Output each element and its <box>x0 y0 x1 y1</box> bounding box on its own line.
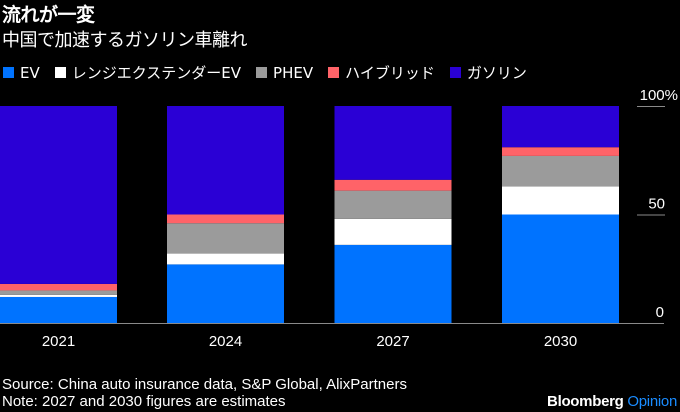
bar-segment-2030-3 <box>502 147 619 156</box>
legend-label: EV <box>20 63 40 82</box>
bar-segment-2030-1 <box>502 186 619 215</box>
legend-item: PHEV <box>256 64 313 82</box>
y-tick-label: 0 <box>656 304 664 321</box>
brand-logo: Bloomberg Opinion <box>547 393 677 410</box>
legend-swatch <box>3 67 14 78</box>
bar-segment-2027-1 <box>334 218 452 245</box>
y-tick-label: 50 <box>648 196 665 213</box>
x-tick-label: 2021 <box>42 333 75 350</box>
bar-segment-2021-2 <box>0 290 117 295</box>
legend-swatch <box>256 67 268 78</box>
bar-segment-2027-3 <box>334 179 452 191</box>
bar-segment-2024-4 <box>167 106 284 215</box>
legend-label: ガソリン <box>466 64 527 82</box>
bar-segment-2024-3 <box>167 214 284 224</box>
bar-segment-2027-0 <box>334 244 452 323</box>
legend-label: レンジエクステンダーEV <box>71 64 242 82</box>
bar-segment-2021-4 <box>0 106 117 284</box>
legend-swatch <box>449 67 461 78</box>
bar-segment-2021-0 <box>0 296 117 323</box>
legend-item: ガソリン <box>449 62 527 83</box>
legend-item: レンジエクステンダーEV <box>54 62 242 83</box>
chart-title: 流れが一変 <box>2 4 95 26</box>
footer: Source: China auto insurance data, S&P G… <box>2 376 407 410</box>
legend-item: ハイブリッド <box>328 62 435 83</box>
x-tick-label: 2024 <box>209 333 242 350</box>
x-tick-label: 2027 <box>376 333 409 350</box>
legend-label: PHEV <box>273 63 314 82</box>
chart-subtitle: 中国で加速するガソリン車離れ <box>2 30 248 51</box>
bar-segment-2027-4 <box>334 106 452 180</box>
legend-label: ハイブリッド <box>345 64 435 82</box>
bar-segment-2027-2 <box>334 190 452 219</box>
brand-suffix: Opinion <box>627 393 677 410</box>
bar-segment-2021-3 <box>0 283 117 291</box>
bar-segment-2030-2 <box>502 155 619 187</box>
legend-item: EV <box>3 64 40 82</box>
bar-segment-2024-1 <box>167 253 284 265</box>
source-note: Source: China auto insurance data, S&P G… <box>2 376 407 393</box>
bar-segment-2024-2 <box>167 223 284 254</box>
legend-swatch <box>54 67 66 78</box>
bar-segment-2030-0 <box>502 214 619 323</box>
x-tick-label: 2030 <box>544 333 577 350</box>
estimate-note: Note: 2027 and 2030 figures are estimate… <box>2 393 286 410</box>
bar-segment-2021-1 <box>0 294 117 297</box>
bar-segment-2030-4 <box>502 106 619 148</box>
brand-name: Bloomberg <box>547 393 624 410</box>
bar-segment-2024-0 <box>167 264 284 323</box>
legend: EV レンジエクステンダーEV PHEV ハイブリッド ガソリン <box>3 62 542 83</box>
legend-swatch <box>328 67 340 78</box>
y-tick-label: 100% <box>640 87 678 104</box>
